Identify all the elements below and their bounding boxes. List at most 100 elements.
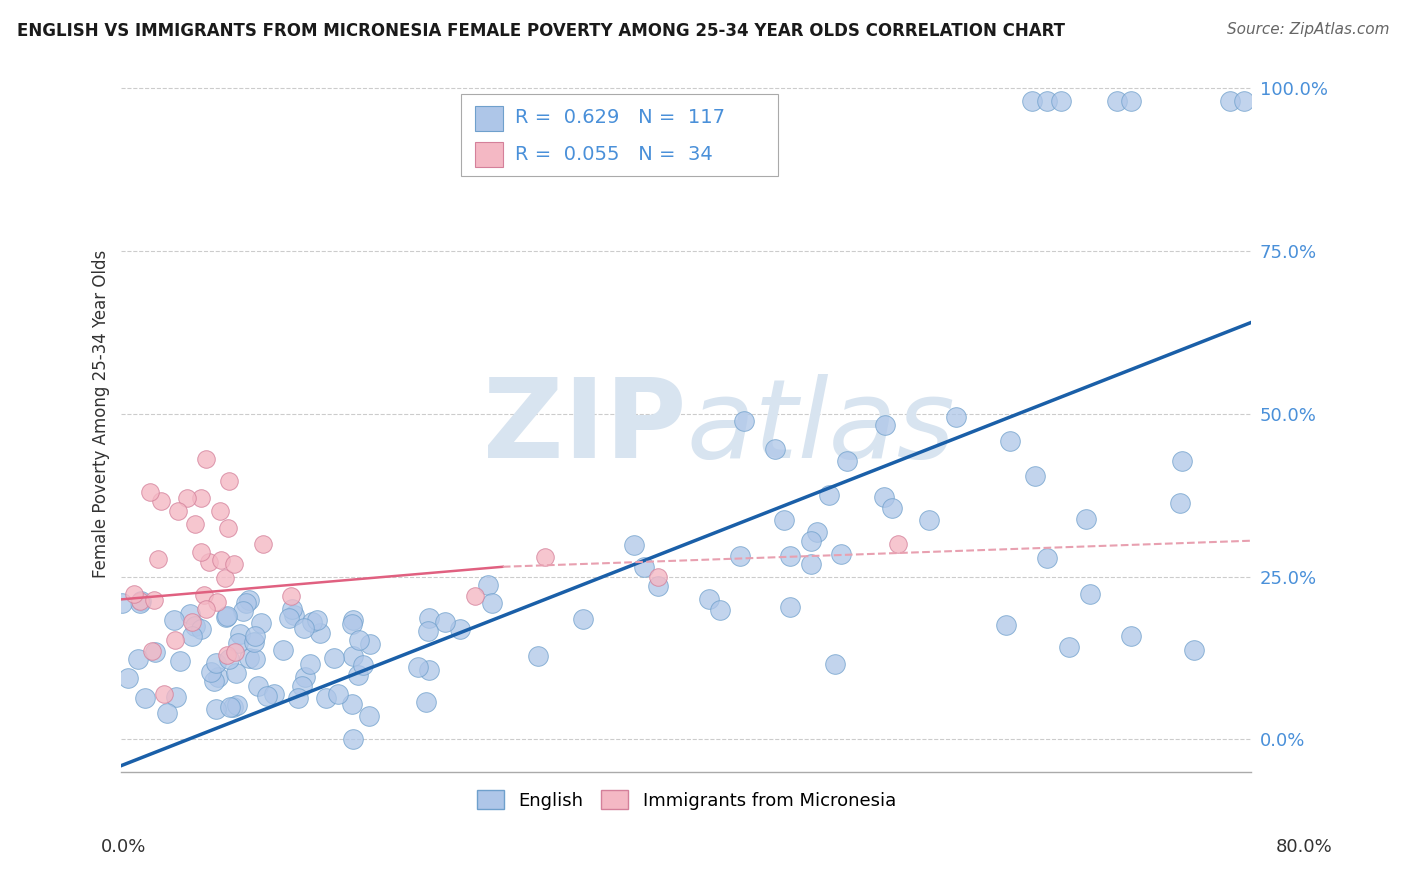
- Point: [193, 588, 215, 602]
- Point: [238, 593, 260, 607]
- Point: [280, 589, 302, 603]
- Point: [163, 633, 186, 648]
- Point: [252, 537, 274, 551]
- Point: [169, 654, 191, 668]
- Point: [342, 613, 364, 627]
- Point: [283, 607, 305, 622]
- Point: [526, 649, 548, 664]
- Point: [873, 490, 896, 504]
- Point: [180, 629, 202, 643]
- Point: [1170, 454, 1192, 468]
- Point: [340, 617, 363, 632]
- Point: [195, 602, 218, 616]
- Point: [326, 687, 349, 701]
- Point: [195, 452, 218, 467]
- Point: [149, 494, 172, 508]
- Point: [181, 615, 204, 630]
- Point: [1182, 643, 1205, 657]
- Point: [111, 596, 134, 610]
- Point: [224, 645, 246, 659]
- Point: [1036, 551, 1059, 566]
- Point: [232, 604, 254, 618]
- Point: [225, 698, 247, 713]
- Point: [190, 491, 212, 505]
- Point: [347, 633, 370, 648]
- Point: [207, 670, 229, 684]
- Point: [287, 690, 309, 705]
- Point: [800, 557, 823, 571]
- Point: [315, 691, 337, 706]
- Point: [183, 619, 205, 633]
- Point: [1219, 94, 1241, 108]
- Point: [1049, 94, 1071, 108]
- Point: [215, 609, 238, 624]
- Point: [148, 551, 170, 566]
- Y-axis label: Female Poverty Among 25-34 Year Olds: Female Poverty Among 25-34 Year Olds: [93, 250, 110, 578]
- Point: [917, 512, 939, 526]
- Point: [235, 596, 257, 610]
- Point: [534, 549, 557, 564]
- Point: [200, 665, 222, 679]
- Point: [418, 611, 440, 625]
- Point: [418, 663, 440, 677]
- Point: [222, 700, 245, 714]
- Point: [280, 602, 302, 616]
- Text: R =  0.055   N =  34: R = 0.055 N = 34: [515, 145, 713, 163]
- Point: [243, 635, 266, 649]
- Point: [250, 615, 273, 630]
- Point: [830, 547, 852, 561]
- Point: [298, 657, 321, 672]
- Point: [1078, 587, 1101, 601]
- Legend: English, Immigrants from Micronesia: English, Immigrants from Micronesia: [470, 783, 903, 817]
- Point: [415, 695, 437, 709]
- Point: [209, 504, 232, 518]
- Point: [359, 709, 381, 723]
- Point: [256, 689, 278, 703]
- Point: [1024, 469, 1046, 483]
- Point: [824, 657, 846, 671]
- Point: [291, 679, 314, 693]
- Point: [176, 491, 198, 505]
- Point: [633, 559, 655, 574]
- Point: [342, 697, 364, 711]
- Point: [165, 690, 187, 705]
- Point: [263, 687, 285, 701]
- Point: [1000, 434, 1022, 448]
- Point: [243, 629, 266, 643]
- Point: [733, 413, 755, 427]
- Point: [647, 569, 669, 583]
- Point: [342, 649, 364, 664]
- Point: [887, 537, 910, 551]
- Point: [294, 670, 316, 684]
- Point: [134, 691, 156, 706]
- Point: [215, 610, 238, 624]
- Point: [308, 626, 330, 640]
- Point: [167, 504, 190, 518]
- Point: [215, 648, 238, 662]
- Point: [129, 594, 152, 608]
- Point: [1076, 512, 1098, 526]
- Point: [141, 644, 163, 658]
- Point: [207, 594, 229, 608]
- Point: [697, 591, 720, 606]
- Point: [138, 484, 160, 499]
- Point: [204, 673, 226, 688]
- Point: [623, 538, 645, 552]
- Point: [218, 475, 240, 489]
- Point: [238, 651, 260, 665]
- Point: [162, 613, 184, 627]
- Point: [1233, 94, 1256, 108]
- Point: [481, 596, 503, 610]
- Point: [128, 596, 150, 610]
- Point: [359, 637, 381, 651]
- Point: [1035, 94, 1057, 108]
- Point: [1057, 640, 1080, 654]
- Point: [1168, 496, 1191, 510]
- Point: [571, 612, 593, 626]
- Point: [800, 533, 823, 548]
- Point: [779, 549, 801, 563]
- Point: [129, 594, 152, 608]
- Point: [243, 652, 266, 666]
- Point: [323, 650, 346, 665]
- Point: [218, 699, 240, 714]
